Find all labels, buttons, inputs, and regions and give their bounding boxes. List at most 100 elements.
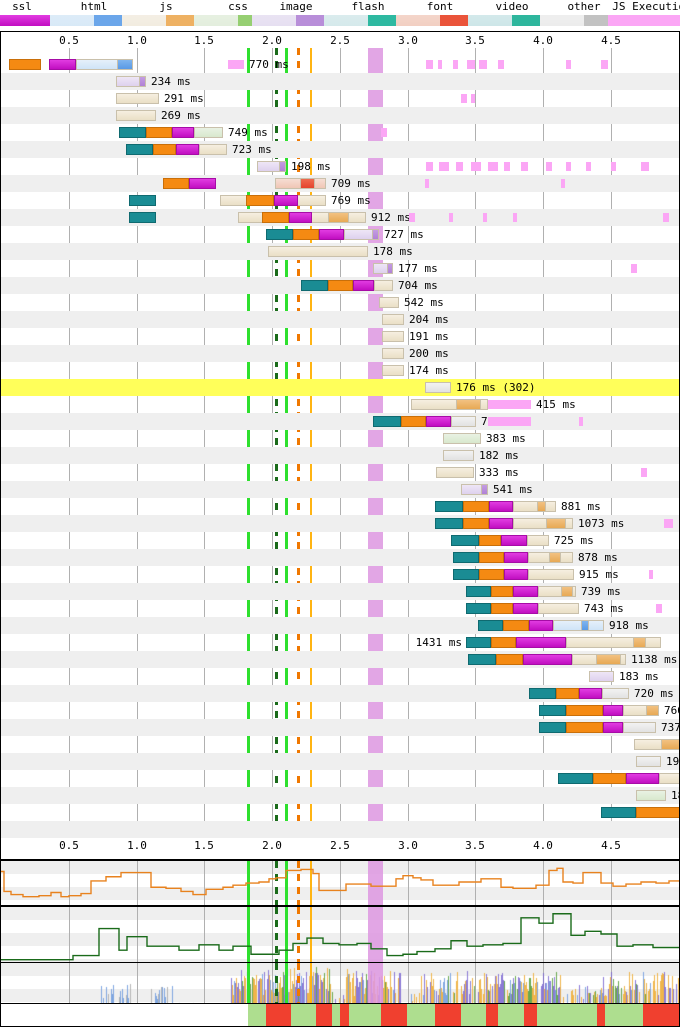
marker-dom-interactive [297,963,300,1005]
js-execution-marker [488,400,531,409]
request-row[interactable]: 191 ms [1,328,679,345]
request-row[interactable]: 189 ms [1,787,679,804]
visual-progress-bar[interactable] [0,1003,680,1027]
marker-dom-content-loaded [275,907,278,963]
request-row[interactable]: 1966 ms [1,804,679,821]
bar-segment-snd [491,603,513,614]
duration-label: 176 ms (302) [456,381,536,394]
filmstrip-segment-stable[interactable] [332,1004,340,1026]
request-row[interactable]: 749 ms [1,124,679,141]
duration-label: 178 ms [373,245,413,258]
request-row[interactable]: 918 ms [1,617,679,634]
filmstrip-segment-stable[interactable] [498,1004,524,1026]
request-row[interactable]: 1138 ms [1,651,679,668]
request-row[interactable]: 769 ms [1,192,679,209]
request-waterfall[interactable]: 0.5 1.0 1.5 2.0 2.5 3.0 3.5 4.0 4.5 770 ms 234 ms… [0,31,680,860]
filmstrip-segment-changed[interactable] [435,1004,461,1026]
bar-segment-dns [266,229,293,240]
request-row[interactable]: 878 ms [1,549,679,566]
js-execution-marker [381,128,387,137]
request-row[interactable]: 383 ms [1,430,679,447]
request-row[interactable]: 177 ms [1,260,679,277]
gridline [408,907,409,963]
request-row[interactable]: 191 ms [1,753,679,770]
swatch [0,15,66,26]
axis-tick: 4.0 [533,34,553,47]
filmstrip-segment-stable[interactable] [349,1004,381,1026]
request-row[interactable]: 709 ms [1,175,679,192]
request-row[interactable]: 770 ms [1,56,679,73]
bar-segment-snd [293,229,319,240]
request-row[interactable]: 1431 ms [1,634,679,651]
request-row[interactable]: 704 ms [1,277,679,294]
request-row[interactable]: 183 ms [1,668,679,685]
js-execution-marker [601,60,608,69]
gridline [475,861,476,905]
request-row[interactable]: 725 ms [1,532,679,549]
axis-tick: 2.5 [330,839,350,852]
duration-label: 191 ms [409,330,449,343]
gridline [408,48,409,837]
request-row[interactable]: 912 ms [1,209,679,226]
request-row[interactable]: 566 ms [1,736,679,753]
filmstrip-segment-changed[interactable] [643,1004,679,1026]
request-row[interactable]: 234 ms [1,73,679,90]
request-row[interactable]: 723 ms [1,141,679,158]
request-row[interactable]: 743 ms [1,600,679,617]
duration-label: 881 ms [561,500,601,513]
gridline [340,907,341,963]
request-row[interactable]: 541 ms [1,481,679,498]
axis-tick: 1.5 [194,839,214,852]
filmstrip-segment-changed[interactable] [316,1004,332,1026]
request-row[interactable]: 176 ms (302) [1,379,679,396]
request-row[interactable]: 174 ms [1,362,679,379]
request-row[interactable]: 727 ms [1,226,679,243]
legend-swatch-ssl [0,15,66,26]
request-row[interactable]: 200 ms [1,345,679,362]
request-row[interactable]: 766 ms [1,702,679,719]
filmstrip-segment-changed[interactable] [340,1004,349,1026]
bar-segment-wai [626,773,659,784]
bar-segment-bod t-js [513,518,573,529]
request-row[interactable]: 198 ms [1,158,679,175]
filmstrip-segment-stable[interactable] [291,1004,316,1026]
request-rows[interactable]: 770 ms 234 ms 291 ms 269 ms 749 ms 723 ms 198 … [1,56,679,838]
filmstrip-segment-changed[interactable] [524,1004,537,1026]
request-row[interactable]: 415 ms [1,396,679,413]
marker-dom-content-loaded [275,861,278,905]
bar-segment-dns [129,212,156,223]
filmstrip-segment-changed[interactable] [381,1004,407,1026]
request-row[interactable]: 542 ms [1,294,679,311]
filmstrip-segment-empty[interactable] [1,1004,248,1026]
request-row[interactable]: 742 ms [1,413,679,430]
request-row[interactable]: 722 ms [1,770,679,787]
filmstrip-segment-changed[interactable] [266,1004,291,1026]
request-row[interactable]: 291 ms [1,90,679,107]
request-row[interactable]: 737 ms [1,719,679,736]
request-row[interactable]: 739 ms [1,583,679,600]
duration-label: 189 ms [671,789,679,802]
filmstrip-segment-stable[interactable] [537,1004,597,1026]
filmstrip-segment-changed[interactable] [597,1004,605,1026]
request-row[interactable]: 204 ms [1,311,679,328]
filmstrip-segment-stable[interactable] [605,1004,643,1026]
filmstrip-segment-changed[interactable] [486,1004,498,1026]
filmstrip-segment-stable[interactable] [461,1004,486,1026]
request-row[interactable]: 269 ms [1,107,679,124]
request-row[interactable]: 881 ms [1,498,679,515]
filmstrip-segment-stable[interactable] [407,1004,435,1026]
js-execution-marker [498,60,504,69]
request-row[interactable]: 915 ms [1,566,679,583]
bar-segment-bod t-js [382,348,404,359]
request-row[interactable]: 182 ms [1,447,679,464]
bar-segment-content [139,76,146,87]
axis-tick: 4.5 [601,839,621,852]
gridline [272,48,273,837]
bar-segment-wai [529,620,553,631]
request-row[interactable]: 333 ms [1,464,679,481]
bar-segment-dns [466,586,491,597]
filmstrip-segment-stable[interactable] [248,1004,266,1026]
request-row[interactable]: 178 ms [1,243,679,260]
request-row[interactable]: 1073 ms [1,515,679,532]
request-row[interactable]: 720 ms [1,685,679,702]
